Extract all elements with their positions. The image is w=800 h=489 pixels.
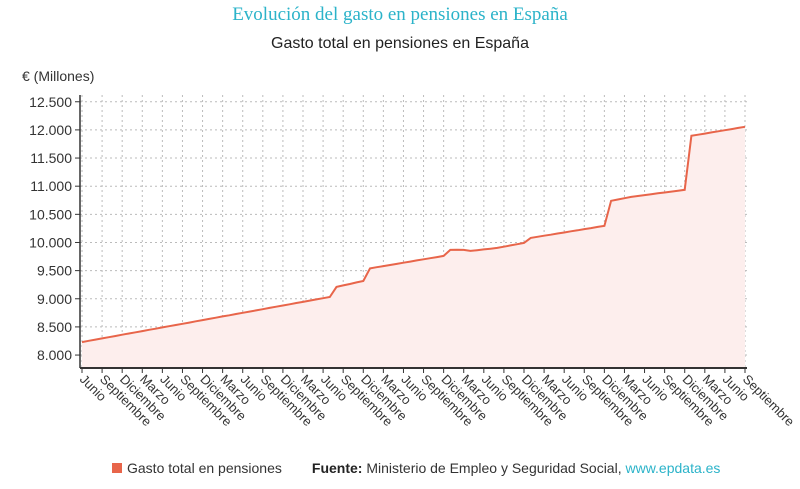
y-tick-label: 12.500	[29, 94, 72, 110]
page-title: Evolución del gasto en pensiones en Espa…	[232, 4, 568, 25]
series-area	[82, 126, 745, 368]
y-tick-label: 8.000	[37, 347, 72, 363]
y-tick-label: 9.000	[37, 291, 72, 307]
series-line	[81, 125, 746, 344]
legend-swatch	[112, 463, 122, 473]
x-axis-ticks: JunioSeptiembreDiciembreMarzoJunioSeptie…	[77, 368, 798, 430]
y-tick-label: 9.500	[37, 263, 72, 279]
y-axis-ticks: 8.000 8.500 9.000 9.500 10.000 10.500 11.000 11…	[29, 94, 80, 363]
y-tick-label: 11.000	[30, 178, 72, 194]
y-tick-label: 10.500	[29, 206, 72, 222]
y-tick-label: 10.000	[29, 234, 72, 250]
y-tick-label: 8.500	[37, 319, 72, 335]
x-tick-label: Septiembre	[740, 372, 798, 430]
y-axis-label: € (Millones)	[22, 68, 94, 84]
source-text: Ministerio de Empleo y Seguridad Social,	[366, 460, 622, 476]
chart-subtitle: Gasto total en pensiones en España	[271, 35, 529, 52]
y-tick-label: 12.000	[29, 122, 72, 138]
legend: Gasto total en pensiones Fuente: Ministe…	[112, 460, 720, 476]
source-link[interactable]: www.epdata.es	[625, 460, 721, 476]
source: Fuente: Ministerio de Empleo y Seguridad…	[312, 460, 721, 476]
legend-label: Gasto total en pensiones	[127, 460, 282, 476]
source-label: Fuente:	[311, 460, 363, 476]
y-tick-label: 11.500	[30, 150, 72, 166]
